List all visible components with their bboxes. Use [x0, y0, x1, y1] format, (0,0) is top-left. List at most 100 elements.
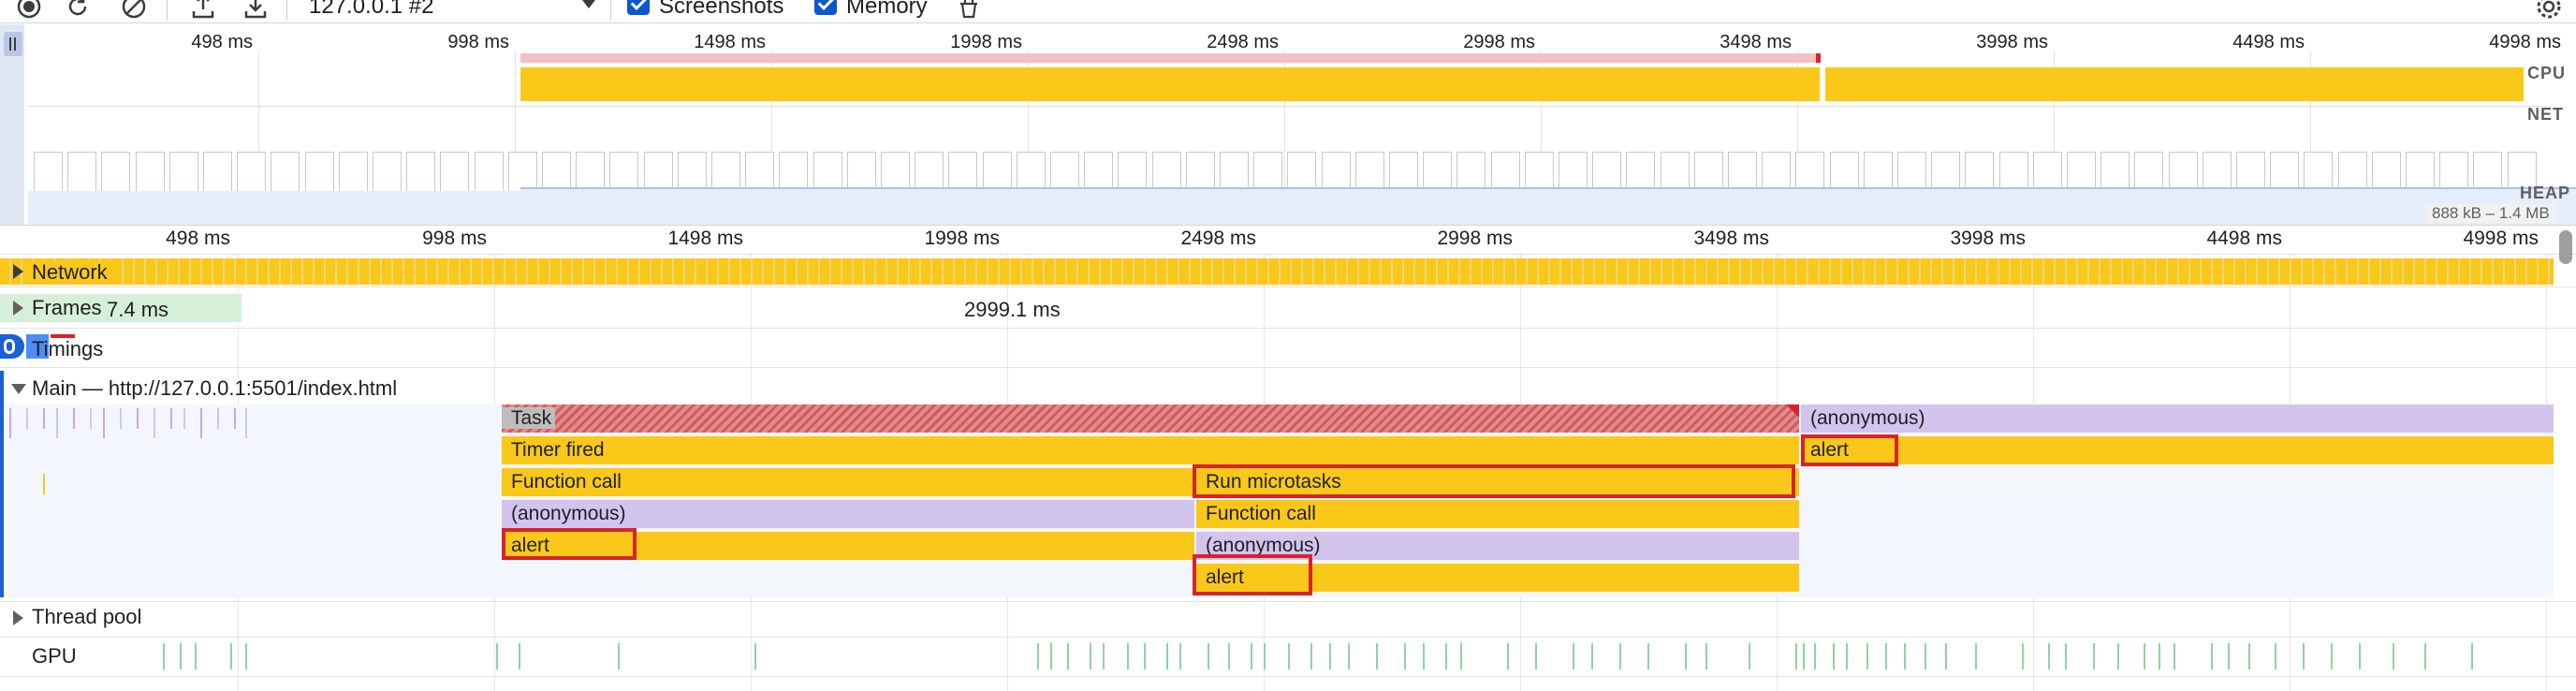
frames-expand-icon[interactable] — [13, 301, 23, 316]
gpu-event-tick[interactable] — [1251, 643, 1252, 669]
alert-bar[interactable]: alert — [502, 532, 1194, 560]
anonymous-bar[interactable]: (anonymous) — [502, 500, 1194, 528]
main-event-tick[interactable] — [9, 408, 11, 438]
gpu-event-tick[interactable] — [1866, 643, 1868, 669]
gpu-event-tick[interactable] — [1264, 643, 1266, 669]
function-call-bar[interactable]: Function call — [1196, 500, 1799, 528]
gpu-event-tick[interactable] — [1037, 643, 1039, 669]
gpu-event-tick[interactable] — [1795, 643, 1797, 669]
gpu-event-tick[interactable] — [2331, 643, 2333, 669]
gpu-event-tick[interactable] — [2174, 643, 2175, 669]
gpu-event-tick[interactable] — [2303, 643, 2305, 669]
gpu-event-tick[interactable] — [195, 643, 197, 669]
reload-icon[interactable] — [64, 0, 92, 21]
gpu-event-tick[interactable] — [1288, 643, 1290, 669]
main-event-tick[interactable] — [103, 408, 105, 438]
overview-selection-left[interactable] — [0, 24, 24, 225]
gpu-event-tick[interactable] — [1904, 643, 1906, 669]
alert-bar[interactable]: alert — [1801, 436, 2554, 464]
gpu-event-tick[interactable] — [1348, 643, 1350, 669]
memory-checkbox[interactable] — [814, 0, 837, 15]
gpu-event-tick[interactable] — [180, 643, 182, 669]
gpu-event-tick[interactable] — [1833, 643, 1835, 669]
function-call-bar[interactable]: Function call — [502, 468, 1194, 496]
main-collapse-icon[interactable] — [11, 384, 26, 394]
network-expand-icon[interactable] — [13, 264, 23, 279]
gpu-event-tick[interactable] — [1166, 643, 1168, 669]
timer-fired-bar[interactable]: Timer fired — [502, 436, 1799, 464]
gpu-event-tick[interactable] — [2393, 643, 2394, 669]
gpu-event-tick[interactable] — [2159, 643, 2160, 669]
gpu-event-tick[interactable] — [1179, 643, 1181, 669]
timing-marker[interactable] — [51, 334, 75, 338]
gpu-event-tick[interactable] — [1803, 643, 1805, 669]
gpu-event-tick[interactable] — [1445, 643, 1447, 669]
garbage-collect-icon[interactable] — [955, 0, 983, 21]
network-track[interactable] — [0, 258, 2554, 285]
gpu-event-tick[interactable] — [2471, 643, 2473, 669]
run-microtasks-bar[interactable]: Run microtasks — [1196, 468, 1799, 496]
chevron-down-icon[interactable] — [582, 0, 595, 8]
gpu-event-tick[interactable] — [1423, 643, 1425, 669]
gpu-event-tick[interactable] — [1050, 643, 1052, 669]
thread-pool-expand-icon[interactable] — [13, 610, 23, 625]
overview-drag-handle[interactable] — [4, 32, 22, 56]
gpu-event-tick[interactable] — [1460, 643, 1462, 669]
main-event-tick[interactable] — [120, 408, 122, 429]
gpu-event-tick[interactable] — [1090, 643, 1091, 669]
gpu-event-tick[interactable] — [1925, 643, 1926, 669]
settings-icon[interactable] — [2535, 0, 2563, 21]
gpu-event-tick[interactable] — [2065, 643, 2067, 669]
gpu-event-tick[interactable] — [163, 643, 165, 669]
gpu-track-label[interactable]: GPU — [32, 644, 77, 668]
gpu-event-tick[interactable] — [230, 643, 232, 669]
gpu-event-tick[interactable] — [2022, 643, 2024, 669]
alert-bar[interactable]: alert — [1196, 564, 1799, 592]
main-event-tick[interactable] — [245, 408, 247, 438]
gpu-event-tick[interactable] — [245, 643, 247, 669]
main-event-tick[interactable] — [183, 408, 185, 429]
main-event-tick[interactable] — [90, 408, 92, 429]
gpu-event-tick[interactable] — [1814, 643, 1816, 669]
vertical-scrollbar[interactable] — [2559, 230, 2572, 264]
record-icon[interactable] — [15, 0, 43, 21]
gpu-event-tick[interactable] — [1144, 643, 1146, 669]
main-event-tick[interactable] — [234, 408, 236, 429]
upload-icon[interactable] — [189, 0, 217, 21]
gpu-event-tick[interactable] — [1067, 643, 1069, 669]
gpu-event-tick[interactable] — [2144, 643, 2145, 669]
screenshots-checkbox[interactable] — [627, 0, 650, 15]
main-event-tick[interactable] — [154, 408, 155, 438]
timing-marker[interactable] — [26, 334, 49, 359]
gpu-event-tick[interactable] — [1507, 643, 1509, 669]
gpu-event-tick[interactable] — [2048, 643, 2050, 669]
gpu-event-tick[interactable] — [1975, 643, 1977, 669]
task-bar[interactable]: Task — [502, 404, 1799, 433]
gpu-event-tick[interactable] — [1619, 643, 1621, 669]
thread-pool-track-label[interactable]: Thread pool — [32, 605, 142, 628]
timeline-overview[interactable]: 498 ms 998 ms 1498 ms 1998 ms 2498 ms 29… — [0, 24, 2576, 249]
gpu-event-tick[interactable] — [1846, 643, 1848, 669]
gpu-event-tick[interactable] — [2211, 643, 2213, 669]
gpu-event-tick[interactable] — [2275, 643, 2276, 669]
gpu-event-tick[interactable] — [1127, 643, 1129, 669]
gpu-event-tick[interactable] — [2359, 643, 2361, 669]
gpu-event-tick[interactable] — [1885, 643, 1887, 669]
main-event-tick[interactable] — [217, 408, 219, 429]
gpu-event-tick[interactable] — [2093, 643, 2095, 669]
gpu-event-tick[interactable] — [1404, 643, 1406, 669]
gpu-event-tick[interactable] — [1376, 643, 1378, 669]
frame-bar[interactable] — [0, 294, 242, 322]
gpu-event-tick[interactable] — [1310, 643, 1312, 669]
gpu-event-tick[interactable] — [1573, 643, 1574, 669]
gpu-event-tick[interactable] — [1685, 643, 1687, 669]
gpu-event-tick[interactable] — [1208, 643, 1209, 669]
download-icon[interactable] — [242, 0, 270, 21]
network-track-label[interactable]: Network — [32, 260, 113, 285]
gpu-event-tick[interactable] — [618, 643, 620, 669]
gpu-event-tick[interactable] — [1591, 643, 1593, 669]
gpu-event-tick[interactable] — [1103, 643, 1105, 669]
gpu-event-tick[interactable] — [2424, 643, 2426, 669]
main-event-tick[interactable] — [26, 408, 28, 429]
anonymous-bar[interactable]: (anonymous) — [1196, 532, 1799, 560]
